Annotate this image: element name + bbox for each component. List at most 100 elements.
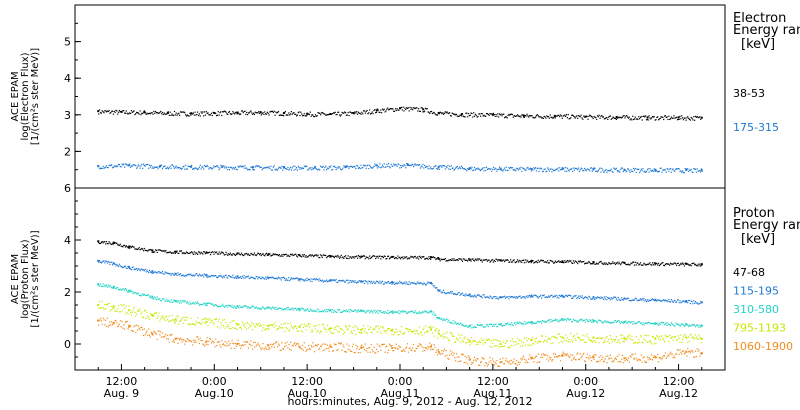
proton-scatter-dot: [680, 302, 682, 304]
proton-scatter-dot: [478, 341, 480, 344]
proton-scatter-dot: [171, 273, 173, 275]
proton-scatter-dot: [200, 340, 202, 342]
proton-scatter-dot: [639, 263, 641, 265]
electron-scatter-dot: [105, 165, 108, 167]
electron-scatter-dot: [234, 168, 236, 170]
proton-scatter-dot: [344, 310, 346, 312]
electron-scatter-dot: [669, 118, 672, 120]
electron-scatter-dot: [318, 112, 320, 114]
proton-scatter-dot: [222, 343, 224, 346]
proton-scatter-dot: [647, 335, 649, 337]
proton-scatter-dot: [584, 262, 587, 264]
proton-scatter-dot: [127, 265, 129, 268]
proton-scatter-dot: [209, 338, 212, 341]
proton-scatter-dot: [467, 326, 470, 328]
proton-scatter-dot: [505, 340, 507, 342]
proton-scatter-dot: [485, 326, 487, 328]
electron-scatter-dot: [234, 166, 237, 168]
electron-scatter-dot: [379, 163, 381, 165]
proton-scatter-dot: [380, 282, 382, 284]
proton-scatter-dot: [416, 312, 418, 315]
proton-scatter-dot: [452, 335, 454, 338]
electron-scatter-dot: [549, 168, 551, 170]
proton-scatter-dot: [186, 301, 188, 303]
proton-scatter-dot: [100, 285, 102, 288]
proton-scatter-dot: [154, 271, 157, 273]
proton-scatter-dot: [247, 253, 250, 255]
proton-scatter-dot: [157, 330, 159, 332]
proton-scatter-dot: [305, 350, 307, 352]
electron-scatter-dot: [393, 164, 396, 166]
proton-scatter-dot: [481, 357, 483, 359]
proton-scatter-dot: [190, 251, 192, 254]
electron-scatter-dot: [123, 110, 125, 112]
proton-scatter-dot: [325, 343, 327, 346]
proton-scatter-dot: [252, 323, 255, 325]
proton-scatter-dot: [513, 344, 515, 346]
proton-data-point: [267, 324, 270, 327]
proton-scatter-dot: [430, 325, 432, 327]
proton-scatter-dot: [420, 312, 422, 314]
proton-scatter-dot: [526, 339, 528, 342]
proton-scatter-dot: [187, 339, 189, 341]
proton-scatter-dot: [648, 341, 650, 343]
electron-scatter-dot: [396, 108, 398, 110]
proton-scatter-dot: [194, 253, 196, 255]
electron-scatter-dot: [453, 169, 455, 171]
electron-scatter-dot: [475, 167, 477, 170]
proton-scatter-dot: [671, 323, 673, 325]
proton-scatter-dot: [488, 297, 490, 299]
proton-scatter-dot: [662, 300, 664, 302]
proton-scatter-dot: [510, 261, 513, 263]
proton-scatter-dot: [549, 321, 551, 323]
electron-scatter-dot: [340, 114, 342, 116]
proton-scatter-dot: [410, 255, 412, 257]
proton-scatter-dot: [535, 260, 538, 263]
proton-data-point: [592, 356, 595, 358]
electron-scatter-dot: [427, 111, 429, 113]
electron-scatter-dot: [683, 172, 685, 174]
electron-scatter-dot: [622, 171, 624, 173]
proton-scatter-dot: [361, 280, 363, 282]
proton-scatter-dot: [257, 308, 259, 310]
proton-scatter-dot: [179, 320, 182, 322]
proton-scatter-dot: [338, 331, 341, 333]
electron-scatter-dot: [590, 167, 593, 169]
proton-scatter-dot: [204, 341, 207, 344]
electron-scatter-dot: [583, 116, 586, 118]
proton-scatter-dot: [470, 327, 472, 329]
proton-scatter-dot: [690, 265, 692, 267]
proton-scatter-dot: [343, 257, 345, 259]
proton-scatter-dot: [195, 320, 197, 322]
proton-scatter-dot: [370, 309, 372, 312]
proton-scatter-dot: [559, 295, 562, 298]
proton-scatter-dot: [344, 351, 346, 353]
proton-scatter-dot: [151, 272, 153, 274]
proton-scatter-dot: [669, 334, 671, 336]
proton-scatter-dot: [320, 345, 323, 347]
proton-data-point: [437, 332, 440, 335]
electron-scatter-dot: [460, 167, 462, 170]
proton-scatter-dot: [506, 339, 508, 342]
proton-scatter-dot: [337, 281, 339, 283]
electron-scatter-dot: [118, 164, 121, 166]
proton-scatter-dot: [331, 327, 333, 329]
proton-scatter-dot: [680, 262, 682, 264]
proton-scatter-dot: [226, 342, 228, 344]
electron-scatter-dot: [357, 165, 359, 167]
proton-scatter-dot: [258, 276, 260, 278]
proton-scatter-dot: [246, 254, 249, 256]
proton-scatter-dot: [679, 341, 681, 343]
electron-scatter-dot: [242, 111, 244, 114]
proton-scatter-dot: [360, 345, 362, 347]
electron-scatter-dot: [408, 164, 410, 167]
electron-data-point: [282, 166, 285, 169]
proton-scatter-dot: [129, 247, 131, 249]
proton-scatter-dot: [266, 306, 268, 308]
proton-scatter-dot: [291, 307, 293, 309]
electron-scatter-dot: [382, 109, 385, 111]
electron-scatter-dot: [504, 169, 507, 171]
proton-scatter-dot: [478, 324, 480, 326]
proton-scatter-dot: [189, 301, 191, 303]
proton-scatter-dot: [510, 295, 513, 298]
